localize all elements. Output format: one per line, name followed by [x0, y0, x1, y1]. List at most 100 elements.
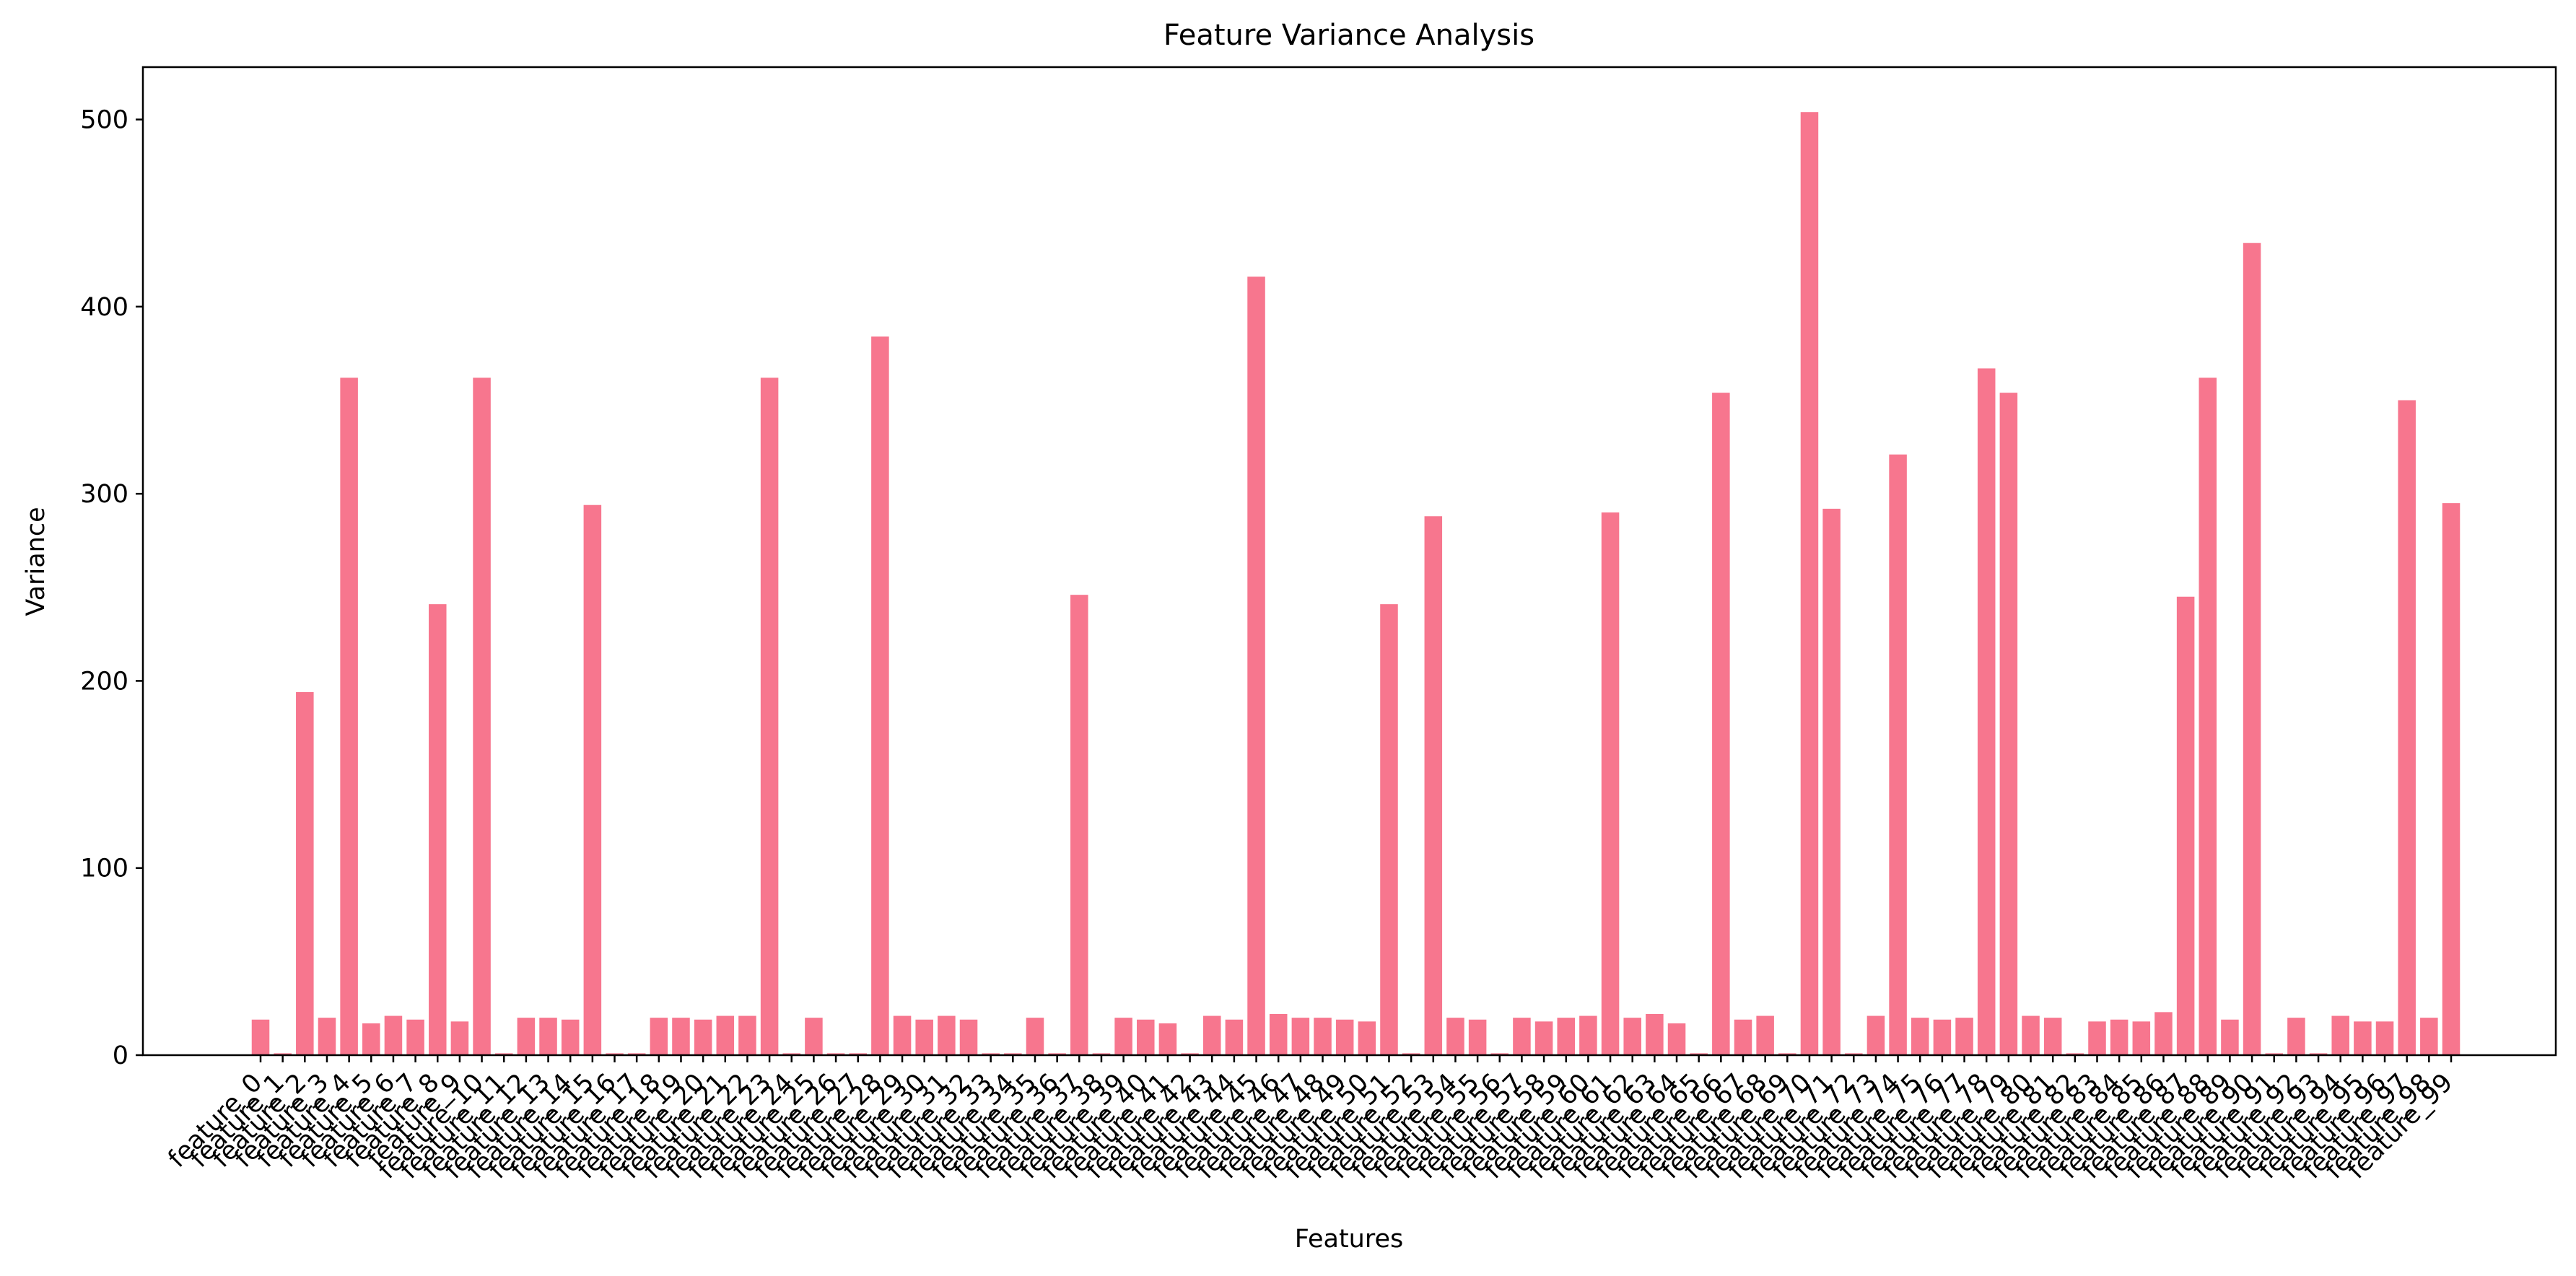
bar-feature_39 [1114, 1018, 1132, 1055]
bar-feature_86 [2154, 1012, 2173, 1055]
bar-feature_84 [2110, 1019, 2129, 1055]
bar-feature_88 [2199, 377, 2217, 1055]
bar-feature_74 [1889, 454, 1907, 1055]
y-axis-label: Variance [22, 507, 51, 616]
bar-feature_1 [274, 1053, 292, 1055]
bar-feature_0 [251, 1019, 270, 1055]
bar-feature_50 [1358, 1021, 1376, 1055]
bar-feature_98 [2420, 1018, 2438, 1055]
y-tick-label: 400 [80, 293, 128, 322]
bar-feature_78 [1977, 368, 1996, 1055]
bar-feature_75 [1911, 1018, 1929, 1055]
bar-feature_48 [1314, 1018, 1332, 1055]
bar-feature_54 [1446, 1018, 1464, 1055]
bar-feature_11 [494, 1053, 513, 1055]
bar-feature_24 [782, 1053, 801, 1055]
bar-feature_57 [1513, 1018, 1531, 1055]
bar-feature_40 [1137, 1019, 1155, 1055]
bar-feature_80 [2022, 1015, 2040, 1055]
bar-feature_61 [1601, 512, 1620, 1055]
bar-feature_63 [1646, 1013, 1664, 1055]
bar-feature_76 [1933, 1019, 1952, 1055]
bar-feature_13 [539, 1018, 557, 1055]
bar-feature_41 [1158, 1023, 1177, 1055]
bar-feature_46 [1269, 1013, 1288, 1055]
bar-feature_33 [982, 1053, 1000, 1055]
y-axis-ticks: 0 100 200 300 400 500 [80, 106, 143, 1070]
bar-feature_73 [1866, 1015, 1885, 1055]
bar-feature_96 [2375, 1021, 2394, 1055]
bar-feature_22 [738, 1015, 756, 1055]
bar-feature_25 [805, 1018, 823, 1055]
bar-feature_38 [1092, 1053, 1111, 1055]
bar-feature_62 [1623, 1018, 1641, 1055]
bar-feature_6 [384, 1015, 403, 1055]
bar-feature_97 [2398, 400, 2416, 1055]
bar-feature_89 [2221, 1019, 2239, 1055]
bar-feature_95 [2354, 1021, 2372, 1055]
bars-group [251, 112, 2461, 1056]
bar-feature_36 [1048, 1053, 1066, 1055]
y-tick-label: 200 [80, 667, 128, 696]
bar-feature_71 [1822, 508, 1841, 1055]
bar-feature_29 [893, 1015, 912, 1055]
bar-feature_56 [1490, 1053, 1509, 1055]
bar-feature_2 [296, 692, 314, 1055]
bar-feature_92 [2287, 1018, 2305, 1055]
y-tick-label: 100 [80, 855, 128, 883]
bar-feature_87 [2176, 596, 2195, 1055]
bar-feature_34 [1004, 1053, 1022, 1055]
y-tick-label: 0 [113, 1041, 128, 1070]
bar-feature_9 [450, 1021, 469, 1055]
chart-title: Feature Variance Analysis [1163, 19, 1534, 52]
bar-feature_58 [1534, 1021, 1553, 1055]
bar-feature_70 [1800, 112, 1819, 1056]
bar-feature_65 [1690, 1053, 1708, 1055]
bar-feature_8 [428, 604, 447, 1055]
bar-feature_42 [1181, 1053, 1199, 1055]
bar-feature_18 [650, 1018, 668, 1055]
bar-feature_67 [1734, 1019, 1752, 1055]
bar-feature_55 [1468, 1019, 1487, 1055]
bar-feature_90 [2243, 242, 2261, 1056]
bar-feature_60 [1579, 1015, 1597, 1055]
x-axis-label: Features [1295, 1225, 1404, 1254]
bar-feature_19 [672, 1018, 690, 1055]
bar-feature_91 [2265, 1053, 2284, 1055]
bar-feature_53 [1424, 516, 1443, 1055]
bar-feature_51 [1380, 604, 1398, 1055]
bar-feature_59 [1557, 1018, 1575, 1055]
bar-feature_44 [1225, 1019, 1244, 1055]
plot-frame [141, 66, 2557, 1057]
bar-feature_28 [871, 336, 889, 1055]
bar-feature_31 [938, 1015, 956, 1055]
bar-feature_27 [849, 1053, 867, 1055]
bar-feature_30 [915, 1019, 933, 1055]
bar-feature_69 [1778, 1053, 1796, 1055]
bar-feature_37 [1070, 595, 1088, 1055]
bar-feature_49 [1335, 1019, 1354, 1055]
bar-feature_83 [2088, 1021, 2106, 1055]
bar-feature_35 [1026, 1018, 1044, 1055]
bar-feature_12 [517, 1018, 536, 1055]
bar-feature_16 [606, 1053, 624, 1055]
bar-feature_23 [760, 377, 779, 1055]
bar-feature_4 [340, 377, 358, 1055]
bar-feature_94 [2331, 1015, 2349, 1055]
bar-feature_45 [1247, 276, 1265, 1055]
bar-feature_10 [473, 377, 491, 1055]
bar-feature_20 [694, 1019, 712, 1055]
bar-feature_66 [1712, 393, 1730, 1055]
bar-feature_7 [406, 1019, 424, 1055]
bar-feature_77 [1955, 1018, 1973, 1055]
bar-feature_14 [561, 1019, 580, 1055]
bar-feature_5 [362, 1023, 380, 1055]
bar-feature_72 [1845, 1053, 1863, 1055]
bar-feature_68 [1756, 1015, 1774, 1055]
bar-feature_32 [959, 1019, 978, 1055]
bar-feature_21 [716, 1015, 735, 1055]
y-tick-label: 300 [80, 480, 128, 509]
bar-feature_79 [1999, 393, 2018, 1055]
bar-feature_15 [583, 504, 602, 1055]
